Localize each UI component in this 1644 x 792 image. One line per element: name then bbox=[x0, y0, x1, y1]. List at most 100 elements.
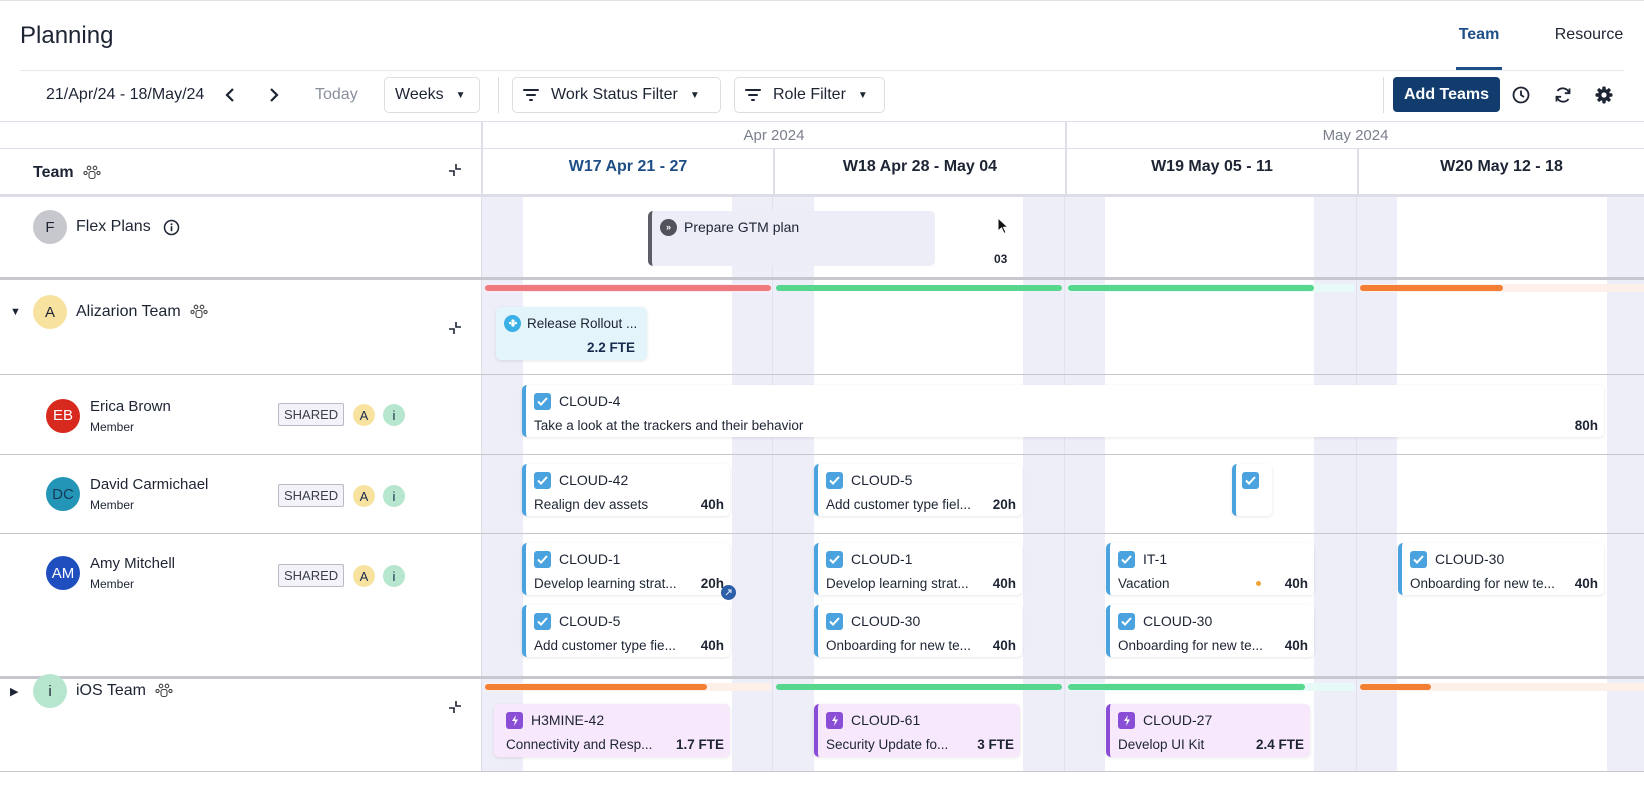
link-icon[interactable] bbox=[721, 585, 736, 600]
task-card[interactable]: CLOUD-42 Realign dev assets 40h bbox=[522, 464, 730, 516]
week-w20: W20 May 12 - 18 bbox=[1357, 149, 1644, 194]
month-apr: Apr 2024 bbox=[481, 122, 1065, 149]
capacity-bar-w20 bbox=[1360, 285, 1503, 291]
task-hours: 40h bbox=[1574, 576, 1598, 591]
team-summary-card[interactable]: Release Rollout ... 2.2 FTE bbox=[496, 307, 647, 360]
refresh-icon bbox=[1555, 87, 1571, 103]
task-card[interactable]: CLOUD-30 Onboarding for new te... 40h bbox=[814, 605, 1022, 657]
team-icon bbox=[82, 165, 101, 180]
epic-card[interactable]: H3MINE-42 Connectivity and Resp... 1.7 FT… bbox=[494, 704, 730, 757]
collapse-team-icon[interactable] bbox=[448, 700, 462, 714]
epic-card[interactable]: CLOUD-61 Security Update fo... 3 FTE bbox=[814, 704, 1020, 757]
task-card[interactable]: CLOUD-30 Onboarding for new te... 40h bbox=[1106, 605, 1314, 657]
month-may: May 2024 bbox=[1065, 122, 1644, 149]
member-info: Erica Brown Member bbox=[90, 398, 171, 434]
task-card[interactable]: CLOUD-1 Develop learning strat... 40h bbox=[814, 543, 1022, 595]
epic-fte: 3 FTE bbox=[977, 737, 1014, 752]
task-summary: Onboarding for new te... bbox=[826, 638, 971, 653]
info-icon[interactable] bbox=[163, 219, 180, 236]
week-divider bbox=[1356, 197, 1357, 792]
today-button[interactable]: Today bbox=[315, 86, 358, 103]
role-filter[interactable]: Role Filter ▼ bbox=[734, 77, 885, 113]
member-row: EB Erica Brown Member bbox=[46, 377, 171, 454]
member-name: Amy Mitchell bbox=[90, 555, 176, 572]
week-header: Team W17 Apr 21 - 27 W18 Apr 28 - May 04… bbox=[0, 149, 1644, 197]
next-period-button[interactable] bbox=[262, 77, 286, 113]
team-row-ios: ▶ i iOS Team bbox=[10, 674, 492, 708]
task-summary: Vacation bbox=[1118, 576, 1170, 591]
task-summary: Take a look at the trackers and their be… bbox=[534, 418, 804, 433]
epic-summary: Develop UI Kit bbox=[1118, 737, 1205, 752]
summary-fte: 2.2 FTE bbox=[586, 340, 635, 355]
view-select[interactable]: Weeks ▼ bbox=[384, 77, 480, 113]
weekend-band bbox=[1607, 197, 1644, 792]
task-key: CLOUD-4 bbox=[559, 393, 621, 409]
member-row: DC David Carmichael Member bbox=[46, 455, 208, 533]
epic-bolt-icon bbox=[826, 711, 843, 729]
task-card-narrow[interactable] bbox=[1232, 464, 1272, 516]
expand-triangle-icon[interactable]: ▶ bbox=[10, 685, 19, 698]
capacity-bar-w20 bbox=[1360, 684, 1431, 690]
avatar: EB bbox=[46, 398, 80, 433]
capacity-bar-w19 bbox=[1068, 285, 1314, 291]
team-avatar-i: i bbox=[383, 404, 405, 426]
task-card[interactable]: CLOUD-5 Add customer type fiel... 20h bbox=[814, 464, 1022, 516]
task-hours: 20h bbox=[992, 497, 1016, 512]
team-icon bbox=[155, 683, 173, 698]
collapse-triangle-icon[interactable]: ▼ bbox=[10, 306, 21, 318]
task-card[interactable]: IT-1 Vacation 40h bbox=[1106, 543, 1314, 595]
weekend-band bbox=[482, 197, 523, 792]
task-key: CLOUD-30 bbox=[1435, 551, 1505, 567]
settings-button[interactable] bbox=[1588, 77, 1620, 113]
timeline-body bbox=[482, 197, 1644, 792]
capacity-track bbox=[1360, 683, 1644, 691]
mouse-cursor-icon bbox=[997, 217, 1009, 235]
add-teams-button[interactable]: Add Teams bbox=[1393, 77, 1501, 112]
task-checkbox-icon bbox=[1118, 612, 1135, 630]
task-hours: 40h bbox=[700, 497, 724, 512]
fast-forward-icon: » bbox=[660, 218, 677, 236]
task-hours: 20h bbox=[700, 576, 724, 591]
task-summary: Add customer type fie... bbox=[534, 638, 676, 653]
gear-icon bbox=[1595, 86, 1613, 104]
task-checkbox-icon bbox=[1242, 471, 1259, 489]
team-avatar-a: A bbox=[353, 404, 375, 426]
history-button[interactable] bbox=[1505, 77, 1537, 113]
task-hours: 80h bbox=[1574, 418, 1598, 433]
row-divider bbox=[0, 454, 1644, 455]
task-card[interactable]: CLOUD-4 Take a look at the trackers and … bbox=[522, 385, 1604, 437]
task-hours: 40h bbox=[992, 638, 1016, 653]
task-hours: 40h bbox=[1284, 576, 1308, 591]
team-avatar-i: i bbox=[383, 565, 405, 587]
flex-plans-name: Flex Plans bbox=[76, 218, 151, 235]
week-divider bbox=[772, 197, 773, 792]
epic-card[interactable]: CLOUD-27 Develop UI Kit 2.4 FTE bbox=[1106, 704, 1310, 757]
prev-period-button[interactable] bbox=[218, 77, 242, 113]
task-summary: Realign dev assets bbox=[534, 497, 649, 512]
work-status-filter[interactable]: Work Status Filter ▼ bbox=[512, 77, 721, 113]
member-row: AM Amy Mitchell Member bbox=[46, 534, 175, 612]
flex-plan-card[interactable]: » Prepare GTM plan bbox=[648, 211, 935, 266]
team-column-header: Team bbox=[33, 164, 102, 182]
day-label: 03 bbox=[994, 252, 1008, 266]
task-key: CLOUD-30 bbox=[851, 613, 921, 629]
team-badge-icon bbox=[504, 314, 521, 332]
caret-down-icon: ▼ bbox=[689, 89, 700, 101]
task-key: CLOUD-30 bbox=[1143, 613, 1213, 629]
tab-resource[interactable]: Resource bbox=[1554, 26, 1624, 43]
collapse-all-icon[interactable] bbox=[448, 163, 462, 177]
refresh-button[interactable] bbox=[1547, 77, 1579, 113]
task-card[interactable]: CLOUD-5 Add customer type fie... 40h bbox=[522, 605, 730, 657]
task-card[interactable]: CLOUD-1 Develop learning strat... 20h bbox=[522, 543, 730, 595]
member-role: Member bbox=[90, 419, 135, 434]
flex-plan-title-row: » Prepare GTM plan bbox=[660, 217, 929, 237]
task-summary: Develop learning strat... bbox=[534, 576, 677, 591]
tab-team[interactable]: Team bbox=[1424, 0, 1534, 70]
avatar: AM bbox=[46, 556, 80, 590]
avatar: DC bbox=[46, 477, 80, 511]
toolbar-divider bbox=[498, 77, 499, 113]
weekend-band bbox=[732, 197, 814, 792]
collapse-team-icon[interactable] bbox=[448, 321, 462, 335]
task-card[interactable]: CLOUD-30 Onboarding for new te... 40h bbox=[1398, 543, 1604, 595]
task-key: CLOUD-42 bbox=[559, 472, 629, 488]
